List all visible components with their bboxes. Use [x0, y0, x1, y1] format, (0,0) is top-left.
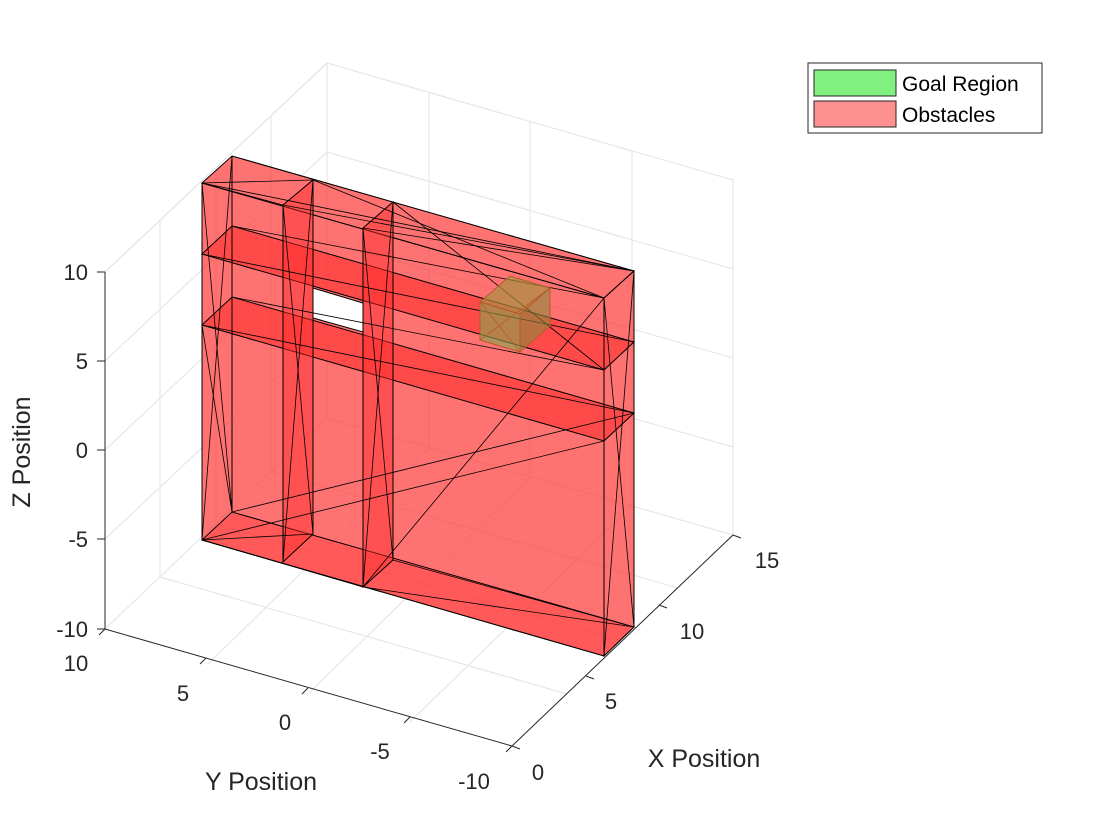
- mesh-edge: [201, 253, 635, 343]
- mesh-edge: [201, 324, 233, 513]
- legend-swatch-obstacles: [813, 100, 897, 128]
- y-tick-label: -10: [458, 769, 490, 794]
- z-tick-label: 5: [76, 349, 88, 374]
- mesh-edge: [603, 341, 635, 371]
- mesh-edge: [231, 155, 635, 272]
- mesh-edge: [362, 201, 394, 588]
- y-tick-mark: [199, 657, 207, 665]
- grid-floor-y5: [159, 576, 568, 695]
- goal-diagonal: [479, 287, 551, 341]
- mesh-edge: [362, 297, 605, 588]
- goal-region: [478, 275, 552, 354]
- z-axis-label: Z Position: [8, 396, 36, 507]
- x-tick-label: 5: [605, 689, 617, 714]
- back-wall-frame: [326, 62, 734, 535]
- legend-label-obstacles: Obstacles: [902, 104, 995, 127]
- y-tick-label: -5: [370, 739, 390, 764]
- mesh-edge: [201, 182, 284, 206]
- mesh-edge: [201, 179, 314, 184]
- y-tick-label: 0: [279, 710, 291, 735]
- mesh-edge: [603, 412, 635, 442]
- mesh-edge: [201, 539, 364, 588]
- mesh-edge: [312, 179, 605, 299]
- z-tick-labels: 10 5 0 -5 -10: [56, 260, 88, 642]
- mesh-edge: [282, 204, 635, 272]
- x-tick-mark: [585, 675, 595, 680]
- y-tick-labels: 10 5 0 -5 -10: [64, 651, 490, 794]
- x-tick-labels: 0 5 10 15: [532, 548, 779, 785]
- goal-diagonal: [479, 301, 521, 353]
- legend-label-goal: Goal Region: [902, 73, 1019, 96]
- y-tick-mark: [98, 628, 106, 636]
- z-tick-label: 0: [76, 438, 88, 463]
- y-tick-mark: [403, 716, 411, 724]
- legend: Goal Region Obstacles: [807, 62, 1043, 134]
- mesh-edge: [201, 155, 233, 541]
- mesh-edge: [201, 182, 635, 272]
- x-tick-label: 10: [680, 619, 704, 644]
- x-axis-line: [511, 534, 734, 747]
- mesh-edge: [231, 296, 605, 371]
- axes: [97, 271, 742, 753]
- y-tick-mark: [301, 687, 309, 695]
- x-tick-label: 0: [532, 760, 544, 785]
- y-axis-line: [104, 628, 513, 747]
- y-axis-label: Y Position: [205, 768, 317, 796]
- mesh-edge: [201, 324, 635, 414]
- z-tick-label: -5: [68, 527, 88, 552]
- obstacles: [200, 155, 636, 658]
- mesh-edge: [362, 227, 635, 272]
- mesh-edge: [603, 270, 635, 657]
- mesh-edge: [201, 533, 314, 541]
- legend-swatch-goal: [813, 69, 897, 97]
- mesh-edge: [231, 412, 635, 513]
- mesh-edge: [362, 586, 635, 628]
- mesh-edge: [392, 559, 635, 628]
- grid-z-back-0: [326, 151, 734, 270]
- x-tick-mark: [658, 604, 668, 609]
- x-tick-mark: [732, 534, 742, 539]
- goal-side-face: [519, 286, 551, 354]
- x-tick-mark: [511, 745, 521, 750]
- x-tick-label: 15: [755, 548, 779, 573]
- z-tick-label: -10: [56, 617, 88, 642]
- obstacle-mesh-edges: [201, 155, 635, 657]
- y-tick-mark: [505, 745, 513, 753]
- z-tick-label: 10: [64, 260, 88, 285]
- y-tick-label: 10: [64, 651, 88, 676]
- grid-z-left-10: [104, 62, 328, 273]
- mesh-edge: [201, 440, 605, 541]
- y-tick-label: 5: [177, 681, 189, 706]
- x-axis-label: X Position: [648, 745, 761, 773]
